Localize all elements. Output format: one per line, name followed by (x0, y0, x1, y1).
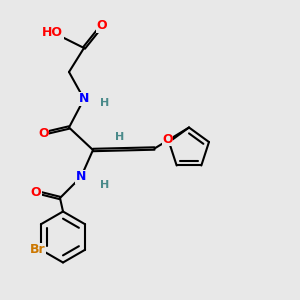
Text: N: N (76, 170, 86, 184)
Text: O: O (162, 133, 173, 146)
Text: Br: Br (30, 243, 46, 256)
Text: H: H (116, 131, 124, 142)
Text: H: H (100, 179, 109, 190)
Text: H: H (100, 98, 109, 109)
Text: O: O (38, 127, 49, 140)
Text: O: O (31, 185, 41, 199)
Text: HO: HO (42, 26, 63, 40)
Text: O: O (97, 19, 107, 32)
Text: N: N (79, 92, 89, 106)
